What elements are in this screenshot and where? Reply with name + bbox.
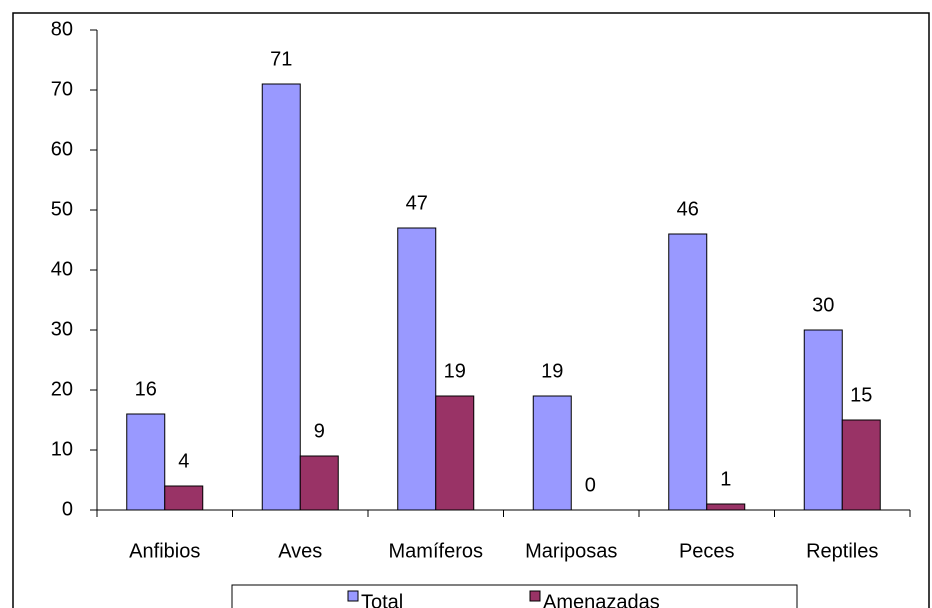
x-tick-label: Anfibios bbox=[129, 540, 200, 562]
y-tick-label: 30 bbox=[51, 318, 73, 340]
bar bbox=[803, 329, 843, 511]
value-label: 47 bbox=[406, 192, 428, 214]
bar bbox=[706, 503, 746, 511]
bar bbox=[397, 227, 437, 511]
legend-swatch bbox=[347, 590, 359, 602]
x-tick-label: Peces bbox=[679, 540, 735, 562]
value-label: 16 bbox=[135, 378, 157, 400]
value-label: 30 bbox=[812, 294, 834, 316]
legend-label: Amenazadas bbox=[543, 591, 660, 608]
bar bbox=[841, 419, 881, 511]
bar bbox=[164, 485, 204, 511]
bar bbox=[299, 455, 339, 511]
legend-label: Total bbox=[361, 591, 403, 608]
y-tick-label: 10 bbox=[51, 438, 73, 460]
value-label: 19 bbox=[444, 360, 466, 382]
y-tick-label: 20 bbox=[51, 378, 73, 400]
value-label: 1 bbox=[720, 468, 731, 490]
value-label: 15 bbox=[850, 384, 872, 406]
bar bbox=[126, 413, 166, 511]
y-tick-label: 50 bbox=[51, 198, 73, 220]
legend-swatch bbox=[529, 590, 541, 602]
value-label: 19 bbox=[541, 360, 563, 382]
bar bbox=[532, 395, 572, 511]
value-label: 4 bbox=[178, 450, 189, 472]
x-tick-label: Reptiles bbox=[806, 540, 878, 562]
bar bbox=[668, 233, 708, 511]
legend-box bbox=[231, 584, 798, 608]
bar bbox=[435, 395, 475, 511]
x-tick-label: Aves bbox=[278, 540, 322, 562]
value-label: 0 bbox=[585, 474, 596, 496]
value-label: 46 bbox=[677, 198, 699, 220]
y-tick-label: 40 bbox=[51, 258, 73, 280]
value-label: 9 bbox=[314, 420, 325, 442]
value-label: 71 bbox=[270, 48, 292, 70]
y-tick-label: 60 bbox=[51, 138, 73, 160]
x-tick-label: Mariposas bbox=[525, 540, 617, 562]
y-tick-label: 0 bbox=[62, 498, 73, 520]
y-tick-label: 70 bbox=[51, 78, 73, 100]
bar bbox=[261, 83, 301, 511]
x-tick-label: Mamíferos bbox=[389, 540, 483, 562]
y-tick-label: 80 bbox=[51, 18, 73, 40]
chart-border bbox=[12, 12, 930, 608]
